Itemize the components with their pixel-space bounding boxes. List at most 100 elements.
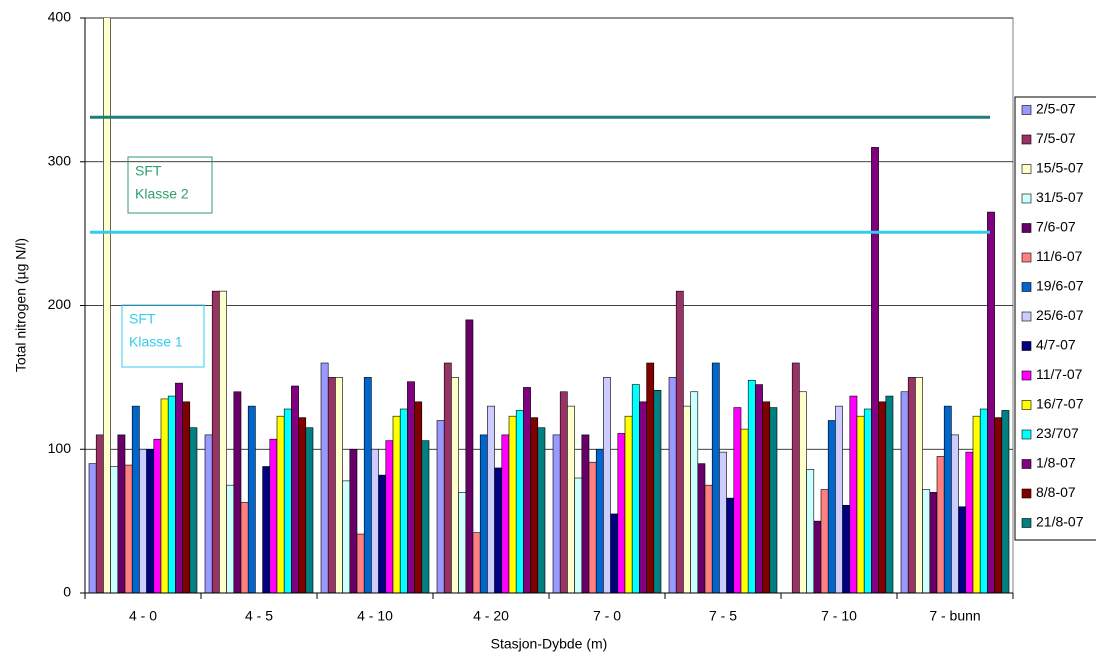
bar [117, 434, 126, 593]
bar [385, 440, 394, 593]
legend-label: 25/6-07 [1036, 307, 1084, 323]
legend-label: 7/6-07 [1036, 219, 1076, 235]
bar [1001, 410, 1010, 593]
bar [407, 381, 415, 593]
legend-swatch [1021, 223, 1032, 233]
x-tick-label: 7 - 0 [593, 608, 621, 624]
bar [979, 408, 988, 593]
bar [849, 395, 858, 593]
bar [842, 505, 851, 593]
x-tick-label: 7 - 10 [821, 608, 857, 624]
bar [762, 401, 771, 593]
legend-swatch [1021, 488, 1032, 499]
bar [704, 484, 713, 593]
bar [994, 417, 1003, 593]
bar [668, 377, 677, 593]
bar [726, 497, 735, 593]
legend-swatch [1021, 370, 1032, 381]
bar [421, 440, 430, 593]
bar [936, 456, 945, 593]
bar [349, 448, 358, 593]
bar [856, 415, 865, 593]
bar [697, 463, 706, 593]
bar [436, 420, 445, 593]
legend-label: 1/8-07 [1036, 455, 1076, 471]
bar [755, 384, 763, 593]
legend-swatch [1021, 193, 1032, 204]
bar [639, 401, 647, 593]
bar [479, 434, 488, 593]
bar [356, 533, 365, 593]
bar [719, 451, 727, 593]
bar [631, 384, 640, 593]
legend-label: 11/7-07 [1036, 366, 1083, 382]
reference-label: Klasse 2 [135, 186, 189, 202]
bar [204, 434, 213, 593]
bar [103, 18, 111, 593]
bar [813, 520, 822, 593]
y-tick-label: 200 [48, 296, 72, 312]
y-tick-label: 400 [48, 9, 72, 25]
legend-label: 4/7-07 [1036, 337, 1076, 353]
bar [900, 391, 909, 593]
bar [799, 391, 807, 593]
bar [567, 405, 575, 593]
bar [595, 448, 604, 593]
bar [211, 290, 220, 593]
bar [458, 492, 467, 593]
x-tick-label: 4 - 20 [473, 608, 509, 624]
bar [537, 427, 546, 593]
bar [291, 385, 299, 593]
legend-swatch [1021, 429, 1032, 440]
bar [574, 477, 583, 593]
bar [943, 405, 952, 593]
reference-label: SFT [135, 163, 162, 179]
bar [827, 420, 836, 593]
bar [88, 463, 97, 593]
bar [226, 484, 235, 593]
bar [530, 417, 539, 593]
reference-label-box [121, 304, 205, 368]
bar [465, 319, 474, 593]
bar [740, 428, 749, 593]
legend-swatch [1021, 164, 1032, 174]
bar [153, 438, 162, 593]
legend-swatch [1021, 341, 1032, 351]
bar [501, 434, 510, 593]
bar [378, 474, 387, 593]
legend-label: 31/5-07 [1036, 189, 1084, 205]
bar [733, 407, 742, 593]
bar [182, 401, 191, 593]
bar [588, 461, 597, 593]
legend-swatch [1021, 252, 1032, 263]
bar [508, 415, 517, 593]
bar [987, 211, 995, 593]
bar [160, 398, 169, 593]
y-axis-label: Total nitrogen (µg N/l) [13, 238, 29, 372]
bar [233, 391, 242, 593]
legend-label: 23/707 [1036, 425, 1079, 441]
bar [929, 492, 938, 593]
bar [515, 410, 524, 593]
legend-label: 7/5-07 [1036, 130, 1076, 146]
bar [769, 407, 778, 593]
bar [247, 405, 256, 593]
legend-swatch [1021, 459, 1032, 469]
legend-label: 19/6-07 [1036, 278, 1084, 294]
bar [276, 415, 285, 593]
bar [269, 438, 278, 593]
bar [871, 147, 879, 593]
bar [951, 434, 959, 593]
bar [342, 480, 351, 593]
x-tick-label: 4 - 0 [129, 608, 157, 624]
bar [189, 427, 198, 593]
bar [806, 469, 815, 593]
bar [624, 415, 633, 593]
x-tick-label: 7 - 5 [709, 608, 737, 624]
bar [603, 377, 611, 593]
bar [414, 401, 423, 593]
bars [88, 18, 1010, 593]
bar [175, 382, 183, 593]
bar [885, 395, 894, 593]
bar [305, 427, 314, 593]
